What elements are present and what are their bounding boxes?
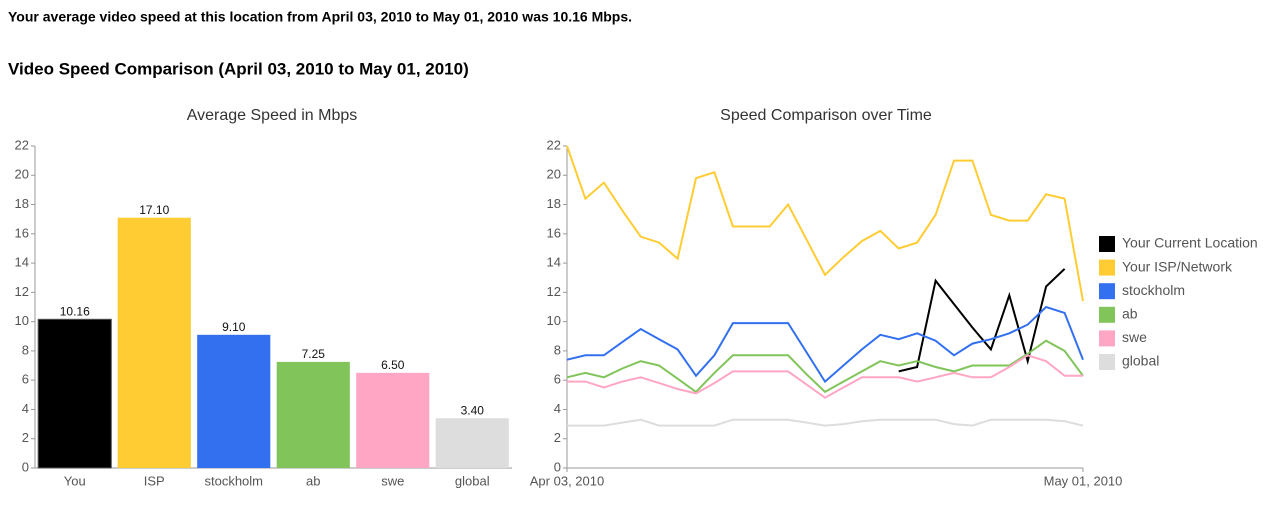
x-tick-label: You: [64, 473, 86, 488]
y-tick-label: 8: [22, 342, 29, 357]
y-tick-label: 10: [547, 313, 561, 328]
value-label: 9.10: [222, 320, 246, 334]
bar: [37, 318, 112, 469]
legend-swatch: [1099, 259, 1115, 276]
y-tick-label: 22: [547, 137, 561, 152]
legend-label: global: [1122, 353, 1159, 369]
chart-title: Average Speed in Mbps: [187, 107, 357, 124]
x-tick-label: ISP: [144, 473, 165, 488]
y-tick-label: 16: [15, 225, 29, 240]
y-tick-label: 18: [547, 196, 561, 211]
value-label: 7.25: [302, 347, 326, 361]
bar: [435, 418, 509, 468]
value-label: 10.16: [60, 304, 90, 318]
legend-swatch: [1099, 306, 1115, 323]
bar: [117, 217, 191, 468]
y-tick-label: 0: [554, 459, 561, 474]
y-tick-label: 12: [547, 284, 561, 299]
summary: Your average video speed at this locatio…: [8, 9, 632, 25]
legend-label: Your ISP/Network: [1122, 258, 1233, 274]
y-tick-label: 20: [547, 167, 561, 182]
x-tick-label: May 01, 2010: [1044, 473, 1123, 488]
x-tick-label: ab: [306, 473, 320, 488]
series-line: [567, 418, 1084, 427]
series-line: [898, 268, 1066, 373]
chart-title: Speed Comparison over Time: [720, 107, 932, 124]
y-tick-label: 2: [554, 430, 561, 445]
value-label: 6.50: [381, 358, 405, 372]
y-tick-label: 12: [15, 284, 29, 299]
bar: [197, 334, 271, 468]
y-tick-label: 18: [15, 196, 29, 211]
legend-label: stockholm: [1122, 282, 1185, 298]
x-tick-label: global: [455, 473, 490, 488]
value-label: 17.10: [139, 203, 169, 217]
x-tick-label: swe: [381, 473, 404, 488]
y-tick-label: 20: [15, 167, 29, 182]
y-tick-label: 4: [22, 401, 29, 416]
series-line: [566, 305, 1084, 384]
bar: [356, 372, 430, 468]
y-tick-label: 14: [547, 255, 561, 270]
x-tick-label: Apr 03, 2010: [530, 473, 604, 488]
y-tick-label: 8: [554, 342, 561, 357]
legend-label: Your Current Location: [1122, 235, 1258, 251]
y-tick-label: 10: [15, 313, 29, 328]
legend-label: swe: [1122, 329, 1147, 345]
legend-swatch: [1099, 236, 1115, 252]
legend-swatch: [1099, 354, 1115, 370]
legend-swatch: [1099, 283, 1115, 300]
heading: Video Speed Comparison (April 03, 2010 t…: [8, 59, 469, 78]
series-line: [566, 339, 1084, 394]
bar: [276, 361, 350, 468]
legend-label: ab: [1122, 306, 1138, 322]
value-label: 3.40: [461, 403, 485, 417]
y-tick-label: 6: [22, 372, 29, 387]
y-tick-label: 2: [22, 430, 29, 445]
y-tick-label: 16: [547, 225, 561, 240]
y-tick-label: 22: [15, 137, 29, 152]
y-tick-label: 0: [22, 459, 29, 474]
y-tick-label: 6: [554, 372, 561, 387]
legend-swatch: [1099, 330, 1115, 347]
x-tick-label: stockholm: [204, 473, 263, 488]
y-tick-label: 14: [15, 255, 29, 270]
y-tick-label: 4: [554, 401, 561, 416]
series-line: [566, 145, 1084, 302]
series-line: [567, 354, 1083, 399]
